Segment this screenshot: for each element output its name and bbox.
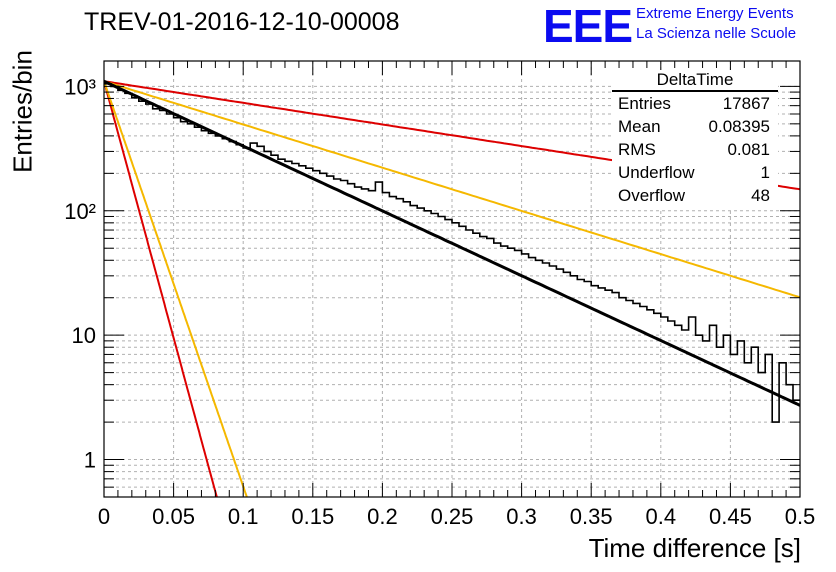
stats-value: 48 xyxy=(751,186,770,205)
stats-divider xyxy=(612,90,778,92)
eee-logo: EEE xyxy=(543,0,633,52)
x-axis-label: Time difference [s] xyxy=(588,533,801,563)
grid xyxy=(104,61,800,498)
logo-line-2: La Scienza nelle Scuole xyxy=(636,25,797,42)
curve-yellow_slow xyxy=(104,80,800,299)
x-tick-label: 0.1 xyxy=(228,504,259,529)
x-tick-label: 0.25 xyxy=(431,504,474,529)
logo-line-1: Extreme Energy Events xyxy=(636,5,794,22)
x-tick-label: 0.05 xyxy=(152,504,195,529)
histogram xyxy=(104,83,800,423)
x-tick-label: 0.15 xyxy=(291,504,334,529)
y-tick-label: 10² xyxy=(64,199,96,224)
stats-value: 17867 xyxy=(722,94,770,113)
stats-label: Underflow xyxy=(618,163,695,182)
y-tick-label: 10³ xyxy=(64,74,96,99)
stats-value: 0.081 xyxy=(727,140,770,159)
stats-label: RMS xyxy=(618,140,656,159)
stats-box: DeltaTime Entries 17867 Mean 0.08395 RMS… xyxy=(612,70,778,210)
x-tick-label: 0.35 xyxy=(570,504,613,529)
x-tick-label: 0.45 xyxy=(709,504,752,529)
stats-title: DeltaTime xyxy=(656,70,734,89)
stats-label: Entries xyxy=(618,94,671,113)
y-axis-label: Entries/bin xyxy=(7,50,38,173)
stats-label: Mean xyxy=(618,117,661,136)
x-tick-label: 0.2 xyxy=(367,504,398,529)
x-tick-label: 0 xyxy=(98,504,110,529)
axis-tick-labels: 0 0.05 0.1 0.15 0.2 0.25 0.3 0.35 0.4 0.45 0.5 1 10 1… xyxy=(64,74,815,529)
axis-ticks xyxy=(103,61,801,498)
curve-red_fast xyxy=(104,80,218,497)
stats-value: 1 xyxy=(760,163,770,182)
y-tick-label: 1 xyxy=(84,448,96,473)
stats-value: 0.08395 xyxy=(708,117,770,136)
y-tick-label: 10 xyxy=(72,323,96,348)
x-tick-label: 0.4 xyxy=(646,504,677,529)
x-tick-label: 0.3 xyxy=(506,504,537,529)
histogram-steps xyxy=(104,83,800,423)
stats-label: Overflow xyxy=(618,186,686,205)
chart-title: TREV-01-2016-12-10-00008 xyxy=(84,8,400,36)
x-tick-label: 0.5 xyxy=(785,504,816,529)
